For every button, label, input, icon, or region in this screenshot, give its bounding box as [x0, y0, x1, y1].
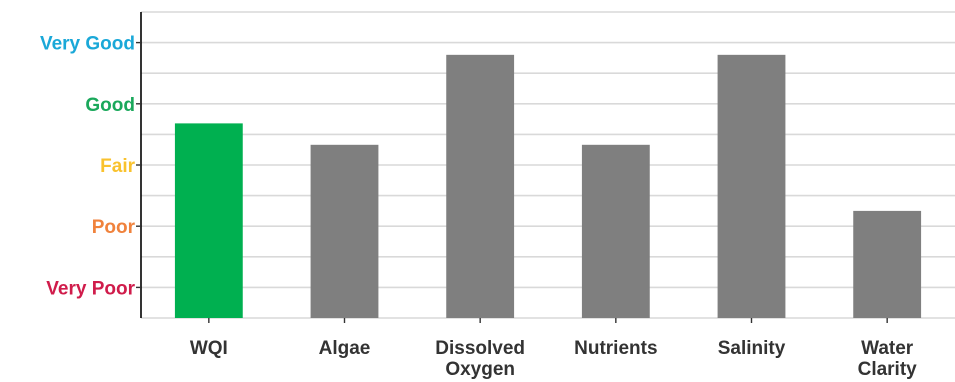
bar	[310, 144, 379, 318]
bars	[174, 54, 922, 319]
x-tick-label-line: Clarity	[858, 359, 918, 380]
bar	[174, 123, 243, 318]
axes	[136, 12, 888, 323]
bar	[446, 54, 515, 319]
y-tick-label: Good	[85, 95, 135, 116]
x-tick-label: Salinity	[718, 338, 786, 359]
x-tick-label-line: Algae	[319, 338, 371, 359]
x-tick-labels: WQI Algae Dissolved Oxygen Nutrients Salinity…	[190, 338, 917, 380]
x-tick-label: Nutrients	[574, 338, 657, 359]
y-tick-label: Very Poor	[46, 278, 135, 299]
x-tick-label: Dissolved Oxygen	[435, 338, 525, 380]
y-tick-label: Very Good	[40, 34, 135, 55]
bar	[581, 144, 650, 318]
x-tick-label-line: Dissolved	[435, 338, 525, 359]
x-tick-label-line: Salinity	[718, 338, 786, 359]
x-tick-label-line: Nutrients	[574, 338, 657, 359]
y-tick-labels: Very Poor Poor Fair Good Very Good	[40, 34, 136, 300]
grid-lines	[141, 11, 955, 319]
y-tick-label: Poor	[92, 217, 136, 238]
x-tick-label: WQI	[190, 338, 228, 359]
bar	[717, 54, 786, 319]
x-tick-label-line: Water	[861, 338, 914, 359]
x-tick-label-line: WQI	[190, 338, 228, 359]
y-tick-label: Fair	[100, 156, 135, 177]
bar	[853, 210, 922, 318]
x-tick-label: Algae	[319, 338, 371, 359]
x-tick-label-line: Oxygen	[445, 359, 515, 380]
x-tick-label: Water Clarity	[858, 338, 918, 380]
